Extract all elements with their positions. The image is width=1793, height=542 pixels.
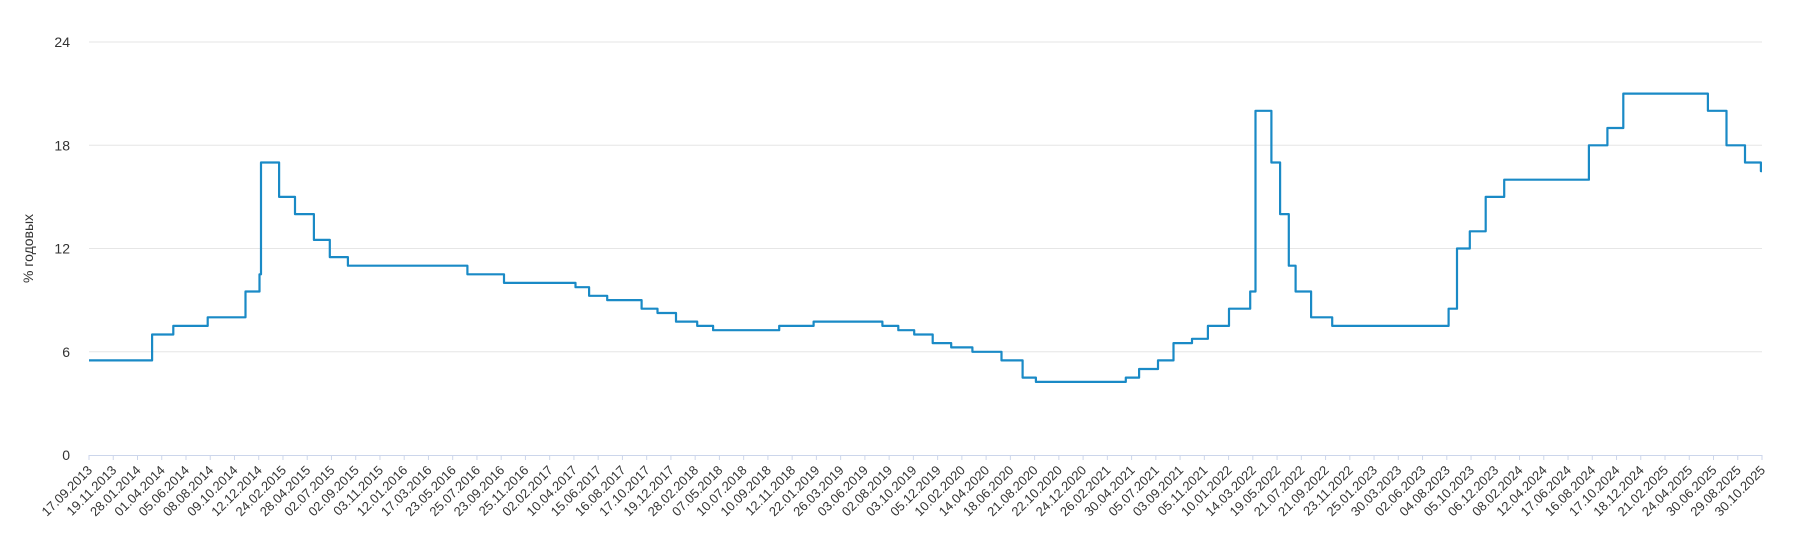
y-tick-label: 0 <box>62 447 70 463</box>
y-axis-label: % годовых <box>20 214 36 283</box>
rate-series-line <box>89 92 1762 383</box>
series-layer <box>89 92 1762 383</box>
y-tick-label: 6 <box>62 344 70 360</box>
y-tick-label: 12 <box>54 241 70 257</box>
grid-lines <box>89 41 1762 353</box>
y-tick-label: 18 <box>54 137 70 153</box>
y-tick-label: 24 <box>54 34 70 50</box>
y-axis-ticks: 0 6 12 18 24 <box>54 34 70 463</box>
x-axis-ticks: 17.09.201319.11.201328.01.201401.04.2014… <box>38 455 1768 519</box>
